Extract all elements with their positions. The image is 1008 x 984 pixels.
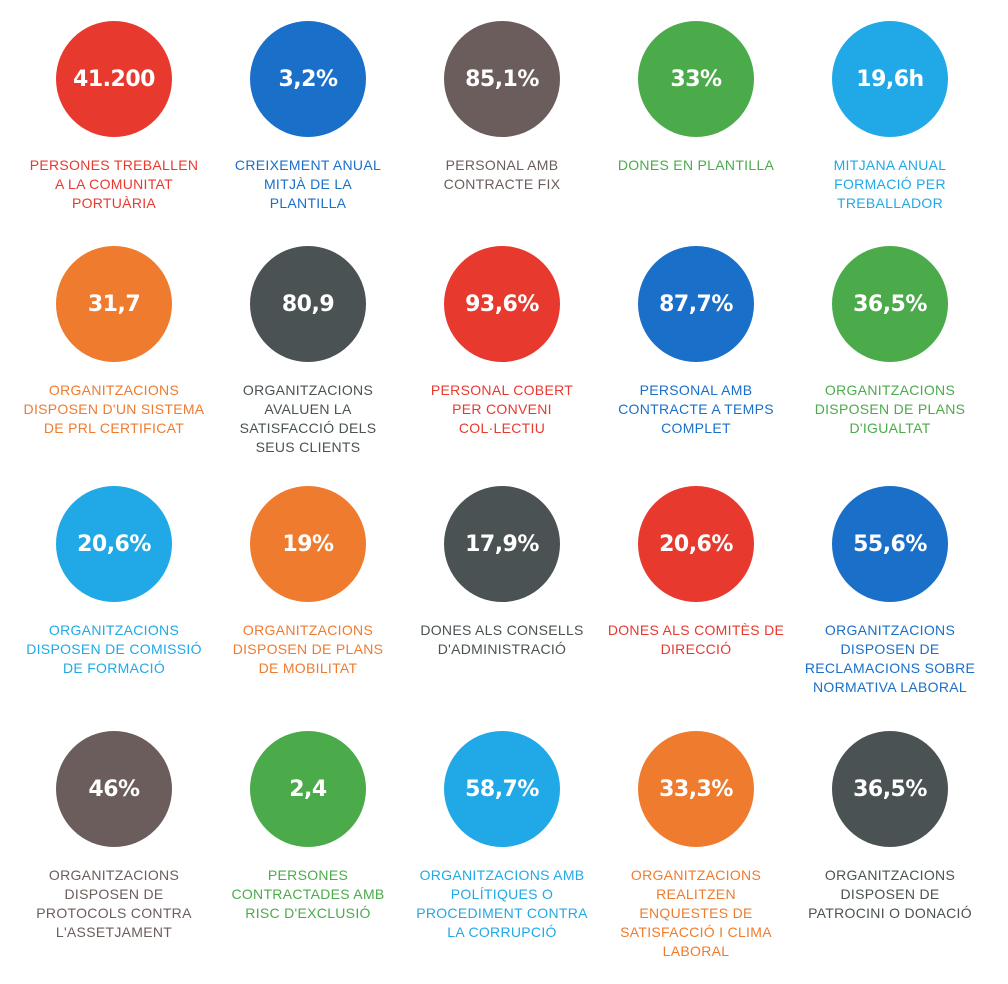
stat-label: ORGANITZACIONS DISPOSEN DE PLANS D'IGUAL… — [814, 382, 966, 436]
stat-label: DONES ALS CONSELLS D'ADMINISTRACIÓ — [420, 622, 584, 657]
stat-label: DONES ALS COMITÈS DE DIRECCIÓ — [607, 622, 785, 657]
stat-label: ORGANITZACIONS DISPOSEN DE PROTOCOLS CON… — [36, 867, 192, 940]
stat-value-circle: 17,9% — [444, 486, 560, 602]
stat-label: CREIXEMENT ANUAL MITJÀ DE LA PLANTILLA — [234, 157, 382, 211]
stat-value-circle: 19,6h — [832, 21, 948, 137]
stat-value-circle: 31,7 — [56, 246, 172, 362]
stat-label: ORGANITZACIONS REALITZEN ENQUESTES DE SA… — [620, 867, 772, 959]
stat-value-circle: 55,6% — [832, 486, 948, 602]
stat-label: ORGANITZACIONS AVALUEN LA SATISFACCIÓ DE… — [239, 382, 377, 455]
stat-label: ORGANITZACIONS DISPOSEN D'UN SISTEMA DE … — [23, 382, 205, 436]
stat-value-circle: 85,1% — [444, 21, 560, 137]
stat-value-circle: 36,5% — [832, 246, 948, 362]
stat-label: DONES EN PLANTILLA — [617, 157, 775, 173]
stat-label: PERSONAL AMB CONTRACTE A TEMPS COMPLET — [618, 382, 774, 436]
stat-label: ORGANITZACIONS DISPOSEN DE PLANS DE MOBI… — [232, 622, 384, 676]
stat-value-circle: 3,2% — [250, 21, 366, 137]
stat-value-circle: 36,5% — [832, 731, 948, 847]
stat-value-circle: 58,7% — [444, 731, 560, 847]
stat-value-circle: 93,6% — [444, 246, 560, 362]
stat-value-circle: 33,3% — [638, 731, 754, 847]
stat-value-circle: 20,6% — [56, 486, 172, 602]
stat-label: ORGANITZACIONS DISPOSEN DE PATROCINI O D… — [808, 867, 972, 921]
stat-value-circle: 87,7% — [638, 246, 754, 362]
stat-value-circle: 80,9 — [250, 246, 366, 362]
stat-label: PERSONES TREBALLEN A LA COMUNITAT PORTUÀ… — [29, 157, 199, 211]
stat-label: PERSONES CONTRACTADES AMB RISC D'EXCLUSI… — [231, 867, 385, 921]
stat-value-circle: 20,6% — [638, 486, 754, 602]
stat-value-circle: 2,4 — [250, 731, 366, 847]
stat-label: ORGANITZACIONS AMB POLÍTIQUES O PROCEDIM… — [416, 867, 588, 940]
stat-value-circle: 41.200 — [56, 21, 172, 137]
stat-value-circle: 46% — [56, 731, 172, 847]
stat-value-circle: 19% — [250, 486, 366, 602]
stat-value-circle: 33% — [638, 21, 754, 137]
stat-label: PERSONAL COBERT PER CONVENI COL·LECTIU — [430, 382, 574, 436]
stat-label: PERSONAL AMB CONTRACTE FIX — [443, 157, 561, 192]
stat-label: MITJANA ANUAL FORMACIÓ PER TREBALLADOR — [833, 157, 947, 211]
stat-label: ORGANITZACIONS DISPOSEN DE COMISSIÓ DE F… — [26, 622, 202, 676]
stat-label: ORGANITZACIONS DISPOSEN DE RECLAMACIONS … — [804, 622, 976, 695]
